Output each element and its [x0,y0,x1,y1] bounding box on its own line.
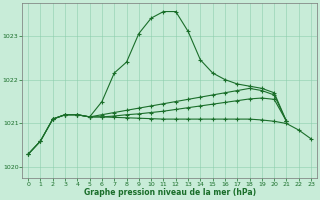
X-axis label: Graphe pression niveau de la mer (hPa): Graphe pression niveau de la mer (hPa) [84,188,256,197]
